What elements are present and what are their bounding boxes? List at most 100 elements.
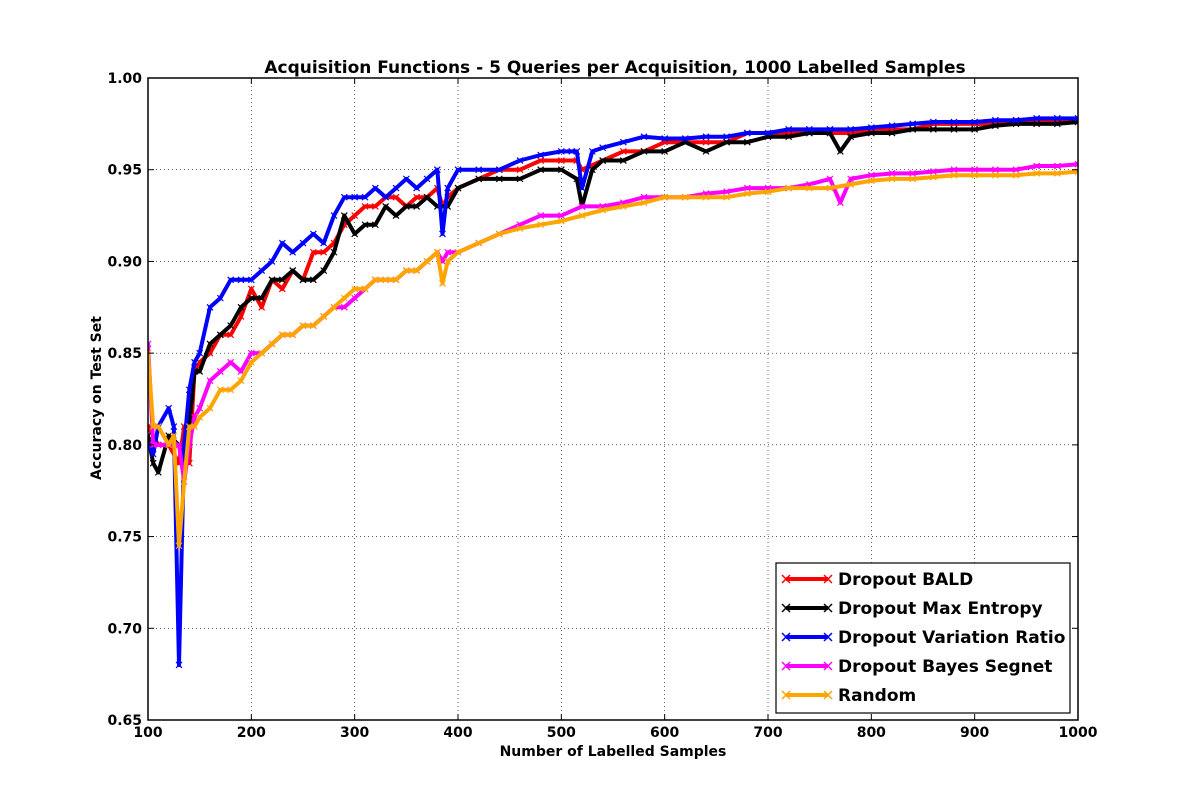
data-point-marker	[909, 125, 917, 133]
data-point-marker	[516, 166, 524, 174]
data-point-marker	[1053, 162, 1061, 170]
data-point-marker	[149, 459, 157, 467]
legend-marker	[823, 603, 833, 613]
data-point-marker	[867, 124, 875, 131]
data-point-marker	[185, 386, 193, 394]
data-point-marker	[227, 276, 235, 284]
data-point-marker	[661, 193, 669, 201]
x-tick-label: 600	[650, 725, 679, 741]
data-point-marker	[433, 166, 441, 174]
data-point-marker	[619, 202, 627, 210]
data-point-marker	[191, 423, 198, 430]
data-point-marker	[537, 221, 545, 229]
data-point-marker	[423, 193, 431, 201]
data-point-marker	[289, 248, 297, 256]
data-point-marker	[971, 171, 979, 179]
data-point-marker	[588, 147, 596, 155]
data-point-marker	[165, 404, 173, 412]
data-point-marker	[971, 166, 979, 174]
y-tick-label: 0.70	[107, 621, 142, 637]
data-point-marker	[785, 133, 793, 141]
data-point-marker	[320, 267, 328, 275]
data-point-marker	[743, 138, 751, 146]
data-point-marker	[950, 171, 958, 179]
data-point-marker	[278, 276, 286, 284]
data-point-marker	[1074, 160, 1078, 168]
data-point-marker	[454, 184, 462, 192]
data-point-marker	[361, 221, 369, 229]
data-point-marker	[423, 175, 431, 183]
data-point-marker	[619, 138, 627, 146]
data-point-marker	[444, 248, 452, 256]
data-point-marker	[1033, 120, 1041, 128]
data-point-marker	[237, 276, 245, 284]
data-point-marker	[320, 248, 328, 256]
x-tick-label: 800	[857, 725, 886, 741]
data-point-marker	[723, 133, 731, 141]
axis-ticks: 100 200 300 400 500 600 700 800 900 1000 0.65 0.70 0…	[107, 71, 1097, 741]
plot-area-frame	[147, 77, 1079, 721]
data-point-marker	[247, 294, 255, 302]
data-point-marker	[888, 175, 896, 183]
data-point-marker	[247, 358, 255, 366]
data-point-marker	[568, 147, 576, 155]
data-point-marker	[640, 133, 648, 141]
data-point-marker	[309, 230, 317, 238]
data-point-marker	[227, 331, 235, 339]
data-point-marker	[991, 166, 999, 174]
data-point-marker	[640, 147, 648, 155]
data-point-marker	[578, 212, 586, 219]
data-point-marker	[971, 118, 979, 126]
chart-legend: Dropout BALD Dropout Max Entropy Dropout V…	[775, 562, 1071, 714]
data-point-marker	[888, 129, 896, 137]
data-point-marker	[573, 147, 581, 155]
legend-item-random: Random	[781, 686, 916, 706]
data-point-marker	[330, 303, 338, 311]
y-tick-label: 0.85	[107, 346, 142, 362]
data-point-marker	[888, 122, 896, 130]
data-point-marker	[971, 125, 979, 133]
y-tick-label: 0.80	[107, 438, 142, 454]
data-point-marker	[402, 175, 410, 183]
data-point-marker	[149, 450, 157, 458]
data-point-marker	[351, 230, 359, 238]
data-point-marker	[191, 358, 198, 366]
data-point-marker	[681, 135, 689, 142]
data-point-marker	[278, 239, 286, 247]
data-point-marker	[681, 193, 689, 201]
data-point-marker	[382, 193, 390, 201]
data-point-marker	[702, 138, 710, 146]
data-point-marker	[330, 248, 338, 256]
data-point-marker	[1033, 169, 1041, 177]
legend-marker	[823, 632, 833, 642]
data-point-marker	[392, 184, 400, 192]
legend-label: Random	[838, 686, 916, 706]
data-point-marker	[402, 267, 410, 275]
data-point-marker	[433, 248, 441, 256]
data-point-marker	[413, 193, 421, 201]
series-line-dropout-bayes-segnet	[148, 162, 1078, 484]
data-point-marker	[423, 258, 431, 265]
data-point-marker	[847, 125, 855, 133]
data-point-marker	[206, 404, 214, 412]
data-point-marker	[278, 331, 286, 339]
series-lines	[148, 114, 1078, 669]
data-point-marker	[888, 169, 896, 177]
data-point-marker	[371, 202, 379, 210]
data-point-marker	[216, 331, 224, 339]
data-point-marker	[392, 276, 400, 284]
data-point-marker	[154, 468, 162, 476]
data-point-marker	[258, 303, 266, 311]
data-point-marker	[929, 173, 937, 181]
data-point-marker	[340, 294, 348, 302]
data-point-marker	[237, 377, 245, 385]
data-point-marker	[1033, 162, 1041, 170]
data-point-marker	[371, 221, 379, 229]
data-point-marker	[148, 423, 152, 430]
data-point-marker	[413, 184, 421, 192]
data-point-marker	[196, 404, 204, 412]
data-point-marker	[826, 184, 834, 192]
data-point-marker	[227, 358, 235, 366]
data-point-marker	[258, 349, 266, 357]
